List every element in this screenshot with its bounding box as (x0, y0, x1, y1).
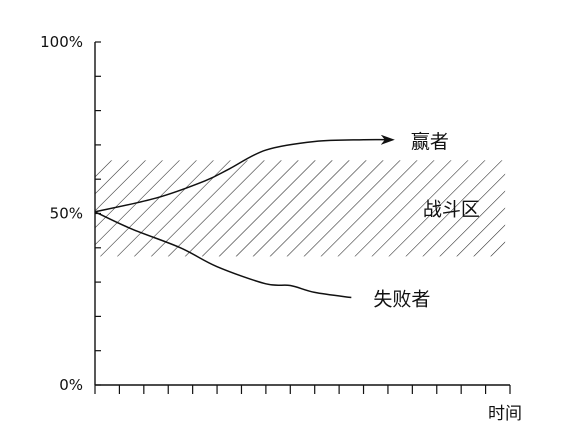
series-label: 失败者 (373, 289, 430, 311)
series-line-winner (94, 134, 395, 213)
band-label: 战斗区 (423, 198, 480, 220)
y-tick-label: 50% (50, 205, 83, 223)
y-tick-label: 0% (59, 376, 83, 394)
series-line-loser (94, 211, 352, 299)
series-label: 赢者 (411, 131, 449, 153)
y-tick-label: 100% (40, 33, 83, 51)
x-axis-label: 时间 (488, 404, 522, 424)
